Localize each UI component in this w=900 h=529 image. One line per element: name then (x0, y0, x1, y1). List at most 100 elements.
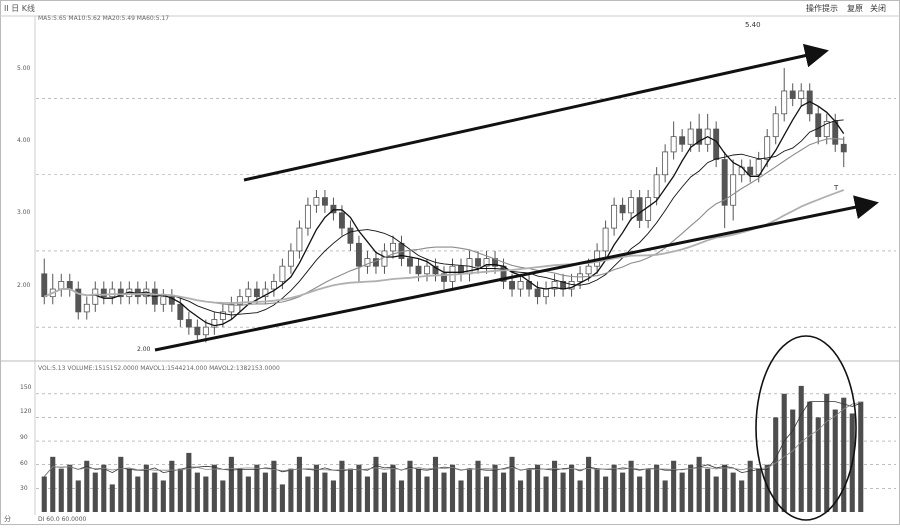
volume-bar (390, 464, 396, 512)
candle-body (509, 281, 515, 290)
volume-bar (730, 472, 736, 512)
candle-body (662, 151, 669, 176)
volume-bar (858, 401, 864, 512)
volume-bar (271, 460, 277, 512)
candle-body (390, 242, 396, 252)
candle-body (287, 250, 294, 267)
volume-bar (552, 460, 558, 512)
candle-body (330, 204, 337, 214)
volume-bar (526, 468, 532, 512)
candle-body (407, 258, 413, 267)
volume-bar (92, 472, 98, 512)
volume-bar (696, 456, 702, 512)
volume-bar (688, 464, 694, 512)
volume-ma10-line (43, 402, 861, 477)
low-price-label: 2.00 (137, 346, 151, 353)
volume-bar (237, 468, 243, 512)
candle-body (441, 273, 447, 282)
candle-body (628, 197, 635, 214)
volume-bar (483, 476, 490, 512)
volume-bar (790, 409, 796, 512)
volume-bar (705, 468, 711, 512)
volume-bar (305, 476, 311, 512)
volume-bar (560, 472, 566, 512)
restore-button[interactable]: 复原 (847, 3, 863, 13)
volume-bar (194, 472, 200, 512)
tips-button[interactable]: 操作提示 (806, 3, 838, 13)
volume-bar (449, 464, 456, 512)
price-tick-label: 4.00 (17, 137, 31, 144)
candle-body (262, 288, 269, 298)
volume-bar (509, 456, 515, 512)
price-tick-label: 2.00 (17, 282, 31, 289)
candle-body (568, 281, 575, 290)
candle-body (577, 273, 584, 282)
volume-bar (58, 468, 64, 512)
volume-bar (841, 397, 847, 512)
volume-bar (84, 460, 90, 512)
volume-bar (824, 393, 830, 512)
volume-bar (177, 468, 183, 512)
volume-bar (832, 409, 838, 512)
volume-bar (220, 480, 226, 512)
volume-bar (228, 456, 234, 512)
volume-bar (101, 464, 107, 512)
volume-bar (135, 476, 141, 512)
volume-bar (773, 417, 779, 512)
volume-bar (500, 472, 507, 512)
candle-body (755, 159, 762, 176)
volume-bar (339, 460, 345, 512)
volume-bar (313, 464, 319, 512)
volume-bar (203, 476, 209, 512)
volume-bar (535, 464, 541, 512)
volume-bar (713, 476, 719, 512)
volume-bar (781, 393, 787, 512)
volume-bar (279, 484, 285, 512)
volume-bar (637, 476, 643, 512)
candle-body (611, 204, 618, 229)
volume-bar (296, 456, 302, 512)
volume-bar (543, 476, 549, 512)
volume-bar (211, 464, 217, 512)
volume-bar (415, 468, 422, 512)
candle-body (202, 326, 209, 336)
candle-body (551, 281, 558, 290)
volume-bar (67, 464, 73, 512)
lower-trend-arrow (154, 195, 879, 352)
volume-tick-label: 150 (20, 384, 32, 391)
volume-bar (152, 472, 158, 512)
candle-body (815, 113, 822, 138)
volume-indicator-header: VOL:5.13 VOLUME:1515152.0000 MAVOL1:1544… (38, 365, 280, 372)
candle-body (279, 265, 286, 282)
volume-bar (126, 468, 132, 512)
volume-bar (466, 468, 473, 512)
candle-body (109, 288, 116, 298)
candle-body (75, 288, 82, 313)
candle-body (347, 227, 354, 244)
volume-bar (322, 472, 328, 512)
candle-body (636, 197, 643, 221)
price-tick-label: 5.00 (17, 65, 31, 72)
volume-bar (50, 456, 56, 512)
candle-body (338, 212, 345, 229)
volume-bar (492, 464, 498, 512)
volume-bar (118, 456, 124, 512)
volume-bar (577, 480, 583, 512)
candle-body (781, 90, 788, 115)
volume-bar (739, 480, 745, 512)
volume-bar (662, 480, 668, 512)
candle-body (653, 174, 660, 199)
close-button[interactable]: 关闭 (870, 3, 886, 13)
candle-body (432, 265, 439, 275)
price-tick-label: 3.00 (17, 209, 31, 216)
price-indicator-header: MA5:5.65 MA10:5.62 MA20:5.49 MA60:5.17 (38, 15, 169, 22)
candle-body (321, 197, 328, 206)
volume-bar (756, 468, 762, 512)
volume-bar (75, 480, 81, 512)
volume-bar (764, 464, 770, 512)
volume-bar-series (41, 385, 864, 512)
candle-body (253, 288, 260, 298)
volume-bar (815, 417, 821, 512)
volume-bar (798, 385, 804, 512)
